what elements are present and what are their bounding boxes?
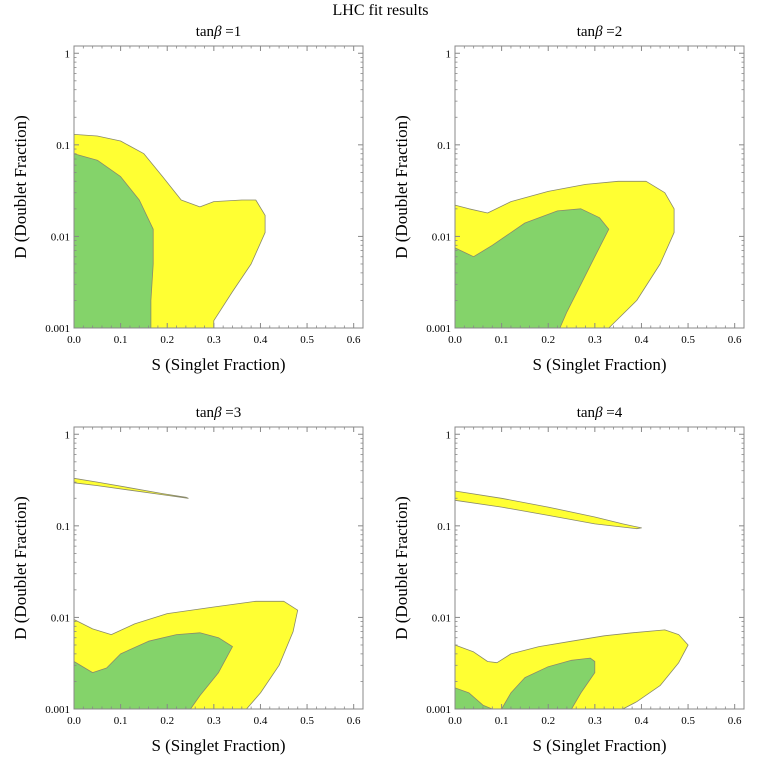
- x-tick-label: 0.6: [347, 334, 361, 346]
- x-tick-label: 0.0: [67, 334, 81, 346]
- outer-region: [454, 490, 642, 530]
- y-tick-label: 1: [446, 48, 452, 60]
- x-tick-label: 0.1: [114, 334, 128, 346]
- y-tick-label: 0.001: [45, 323, 70, 335]
- y-tick-label: 0.01: [432, 231, 451, 243]
- y-tick-label: 0.001: [45, 704, 70, 716]
- y-axis-label: D (Doublet Fraction): [392, 115, 411, 259]
- x-tick-label: 0.4: [635, 715, 649, 727]
- y-tick-label: 1: [65, 48, 71, 60]
- x-tick-label: 0.1: [495, 715, 509, 727]
- plot-frame: [454, 426, 745, 710]
- x-tick-label: 0.2: [160, 715, 174, 727]
- x-tick-label: 0.3: [588, 334, 602, 346]
- y-tick-label: 0.01: [432, 612, 451, 624]
- panel-title: tanβ =1: [196, 24, 242, 40]
- panel-title-prefix: tan: [577, 24, 596, 40]
- y-axis-label: D (Doublet Fraction): [11, 115, 30, 259]
- x-tick-label: 0.5: [300, 715, 314, 727]
- panel-title-prefix: tan: [196, 405, 215, 421]
- inner-region: [73, 632, 233, 710]
- plot-frame: [73, 45, 364, 329]
- inner-region: [501, 657, 596, 710]
- figure: LHC fit results 0.0 0.1 0.2 0.3 0.4 0.5 0.6 0.0…: [0, 2, 761, 755]
- chart-svg: 0.0 0.1 0.2 0.3 0.4 0.5 0.6 0.001 0.01 0.1 1 S (Sin…: [11, 24, 364, 374]
- panel-title-prefix: tan: [577, 405, 596, 421]
- chart-panel-4: 0.0 0.1 0.2 0.3 0.4 0.5 0.6 0.001 0.01 0.1 1 S (Sin…: [381, 400, 761, 780]
- x-tick-label: 0.5: [681, 334, 695, 346]
- plot-frame: [73, 426, 364, 710]
- chart-panel-1: 0.0 0.1 0.2 0.3 0.4 0.5 0.6 0.001 0.01 0.1 1 S (Sin…: [0, 19, 380, 399]
- chart-svg: 0.0 0.1 0.2 0.3 0.4 0.5 0.6 0.001 0.01 0.1 1 S (Sin…: [11, 405, 364, 755]
- y-axis-label: D (Doublet Fraction): [11, 496, 30, 640]
- x-tick-label: 0.0: [448, 715, 462, 727]
- panel-title-suffix: =3: [222, 405, 242, 421]
- x-tick-label: 0.2: [160, 334, 174, 346]
- panel-title-suffix: =1: [222, 24, 242, 40]
- x-tick-label: 0.4: [254, 715, 268, 727]
- x-tick-label: 0.1: [114, 715, 128, 727]
- chart-svg: 0.0 0.1 0.2 0.3 0.4 0.5 0.6 0.001 0.01 0.1 1 S (Sin…: [392, 24, 745, 374]
- x-tick-label: 0.2: [541, 715, 555, 727]
- x-tick-label: 0.1: [495, 334, 509, 346]
- x-tick-label: 0.3: [207, 715, 221, 727]
- y-tick-label: 0.001: [426, 323, 451, 335]
- x-tick-label: 0.6: [728, 334, 742, 346]
- y-tick-label: 0.01: [51, 612, 70, 624]
- panel-title-symbol: β: [594, 405, 603, 421]
- x-tick-label: 0.6: [728, 715, 742, 727]
- x-tick-label: 0.0: [448, 334, 462, 346]
- x-axis-label: S (Singlet Fraction): [532, 355, 666, 374]
- x-tick-label: 0.3: [588, 715, 602, 727]
- chart-panel-3: 0.0 0.1 0.2 0.3 0.4 0.5 0.6 0.001 0.01 0.1 1 S (Sin…: [0, 400, 380, 780]
- y-tick-label: 0.1: [437, 521, 451, 533]
- panel-title: tanβ =2: [577, 24, 623, 40]
- panel-title-symbol: β: [213, 24, 222, 40]
- panel-title-symbol: β: [594, 24, 603, 40]
- y-tick-label: 0.1: [56, 140, 70, 152]
- y-tick-label: 0.1: [437, 140, 451, 152]
- x-tick-label: 0.2: [541, 334, 555, 346]
- figure-title: LHC fit results: [332, 2, 429, 19]
- x-tick-label: 0.5: [300, 334, 314, 346]
- panel-title: tanβ =3: [196, 405, 242, 421]
- y-tick-label: 0.01: [51, 231, 70, 243]
- x-tick-label: 0.6: [347, 715, 361, 727]
- outer-region: [73, 477, 189, 499]
- plot-frame: [454, 45, 745, 329]
- panel-title: tanβ =4: [577, 405, 623, 421]
- x-tick-label: 0.4: [635, 334, 649, 346]
- y-tick-label: 0.001: [426, 704, 451, 716]
- panel-title-symbol: β: [213, 405, 222, 421]
- chart-svg: 0.0 0.1 0.2 0.3 0.4 0.5 0.6 0.001 0.01 0.1 1 S (Sin…: [392, 405, 745, 755]
- x-axis-label: S (Singlet Fraction): [532, 736, 666, 755]
- chart-panel-2: 0.0 0.1 0.2 0.3 0.4 0.5 0.6 0.001 0.01 0.1 1 S (Sin…: [381, 19, 761, 399]
- y-tick-label: 1: [446, 429, 452, 441]
- y-axis-label: D (Doublet Fraction): [392, 496, 411, 640]
- x-tick-label: 0.3: [207, 334, 221, 346]
- panel-title-prefix: tan: [196, 24, 215, 40]
- inner-region: [454, 208, 610, 329]
- x-tick-label: 0.5: [681, 715, 695, 727]
- x-axis-label: S (Singlet Fraction): [151, 736, 285, 755]
- panel-title-suffix: =2: [603, 24, 623, 40]
- y-tick-label: 0.1: [56, 521, 70, 533]
- panel-title-suffix: =4: [603, 405, 623, 421]
- x-tick-label: 0.0: [67, 715, 81, 727]
- x-axis-label: S (Singlet Fraction): [151, 355, 285, 374]
- x-tick-label: 0.4: [254, 334, 268, 346]
- y-tick-label: 1: [65, 429, 71, 441]
